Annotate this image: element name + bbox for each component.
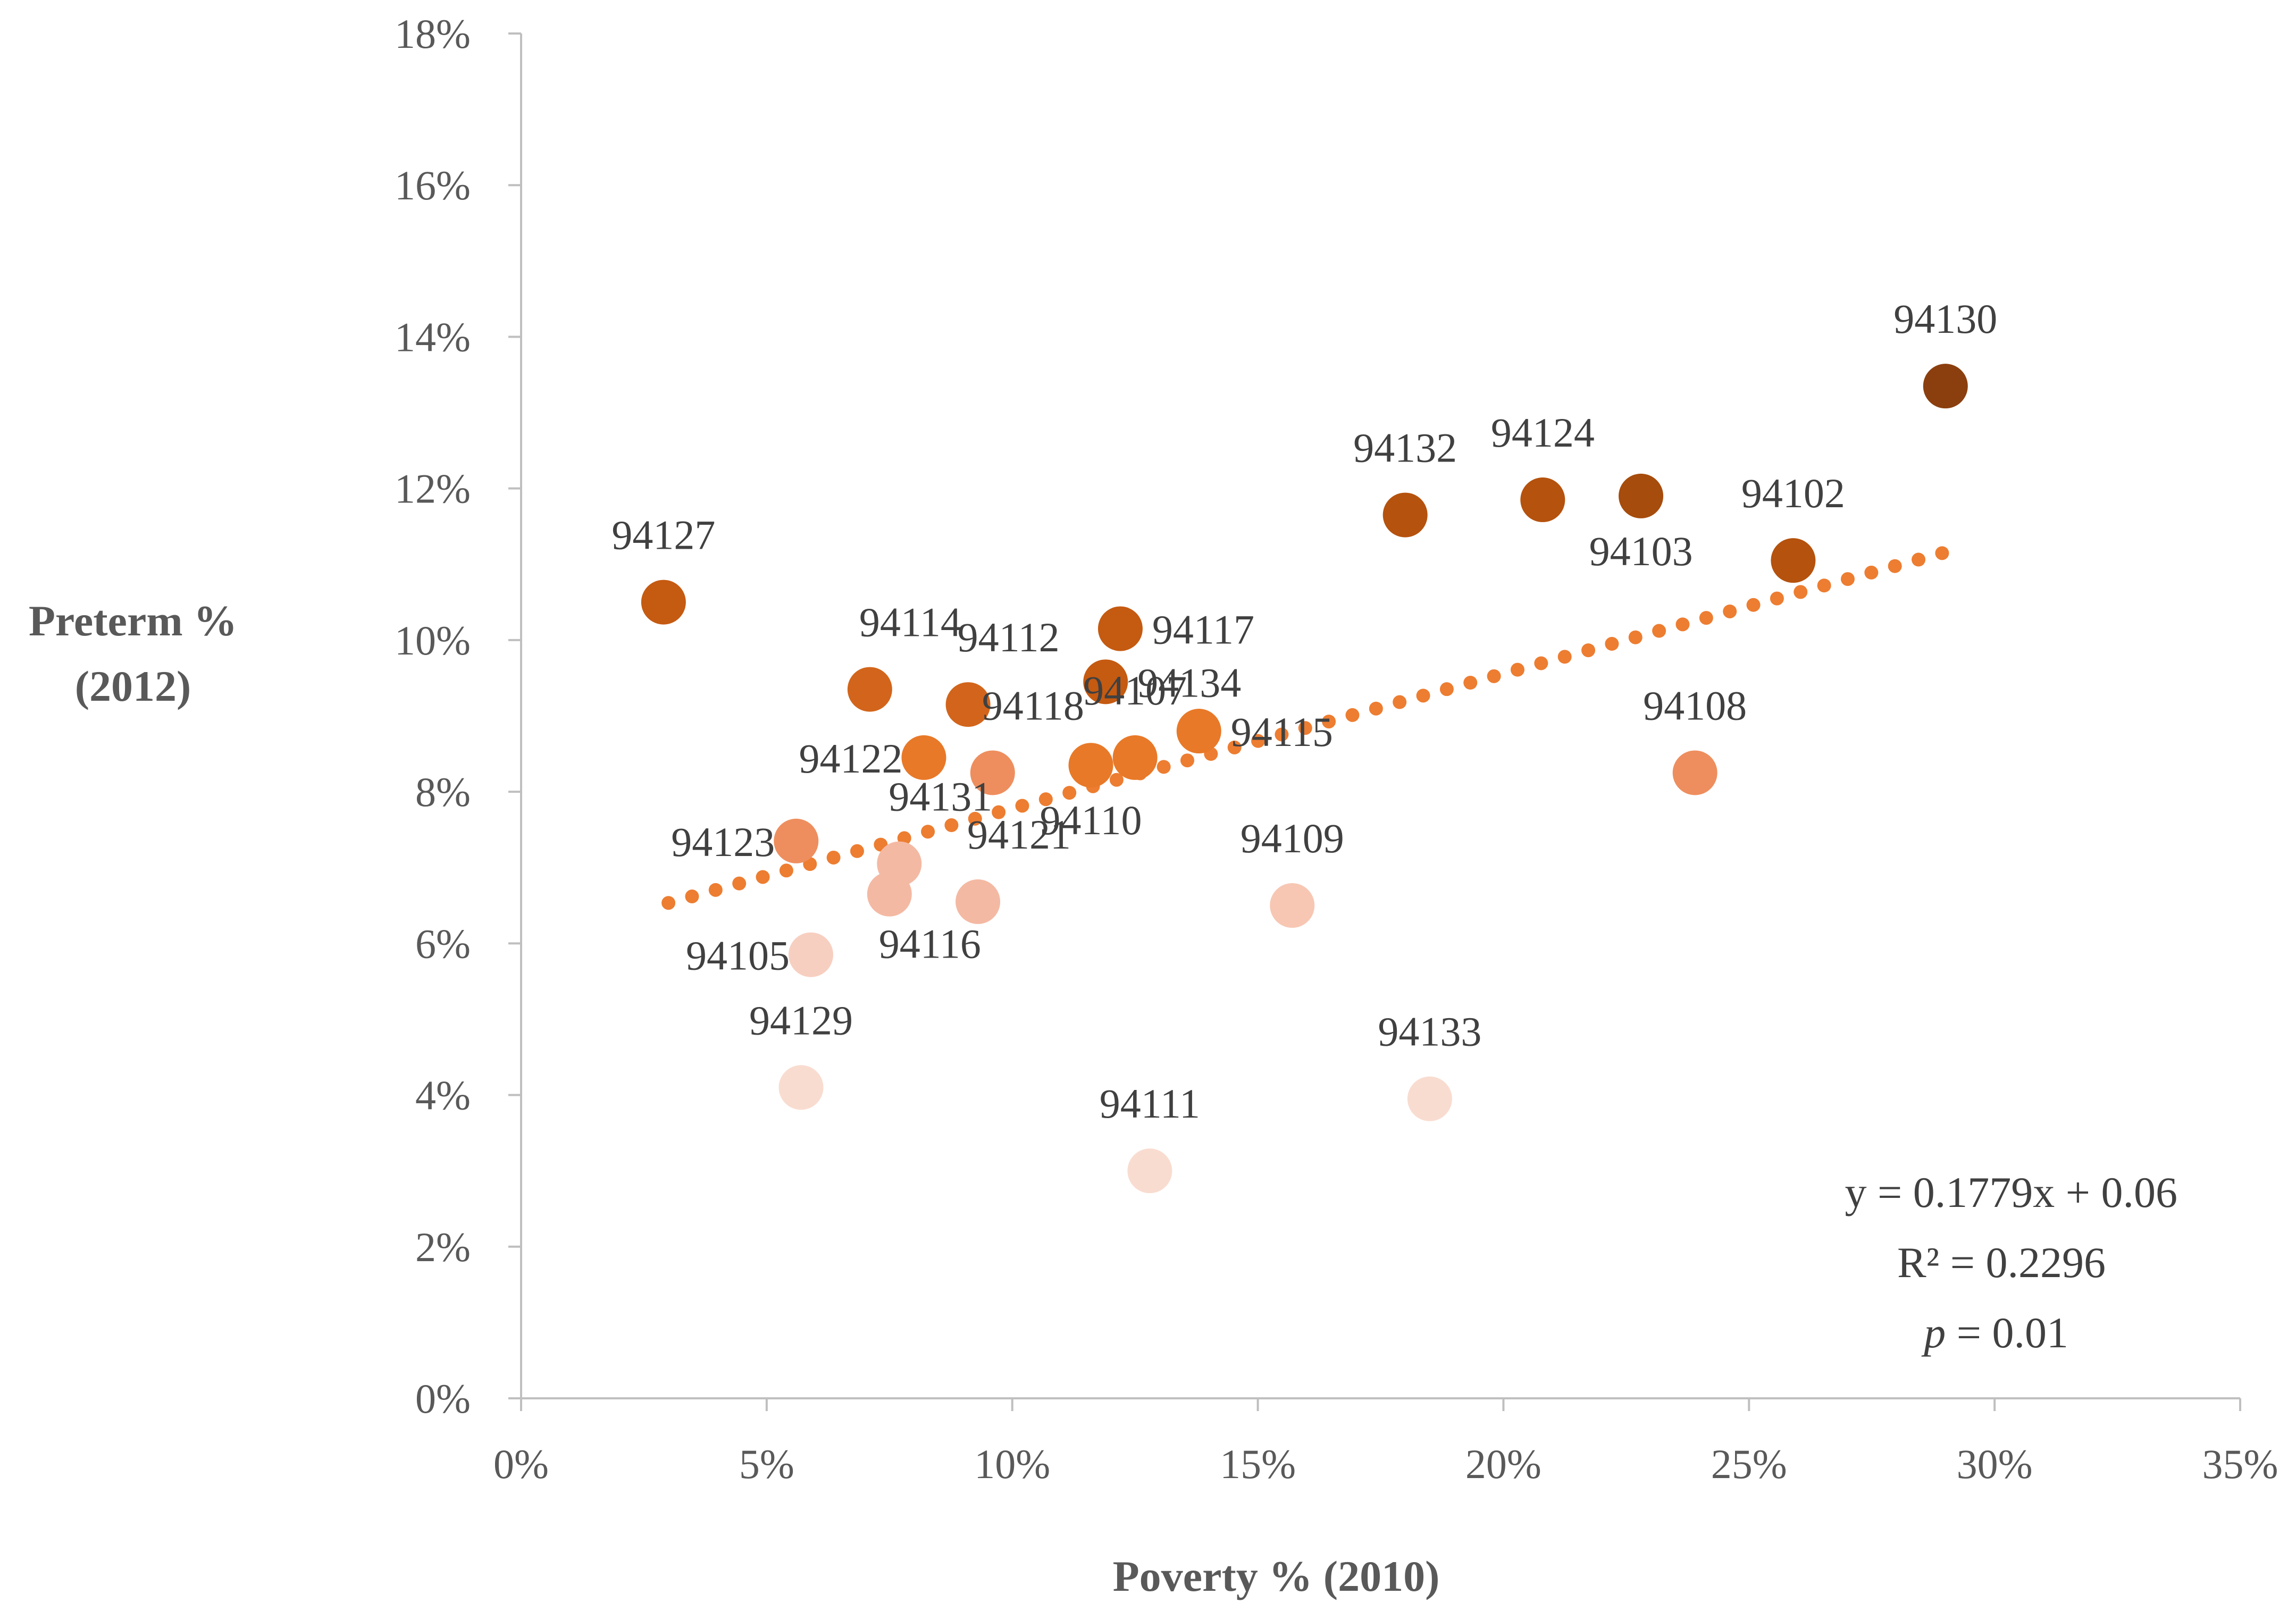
point-label-94116: 94116: [879, 921, 981, 967]
point-label-94108: 94108: [1643, 682, 1747, 728]
point-label-94105: 94105: [686, 933, 790, 979]
p-symbol: p: [1921, 1308, 1946, 1357]
y-tick-label: 14%: [395, 314, 471, 360]
data-point-94115[interactable]: [1176, 709, 1221, 754]
data-point-94114[interactable]: [847, 667, 892, 712]
x-tick-label: 0%: [493, 1441, 549, 1487]
data-point-94122[interactable]: [901, 735, 946, 780]
point-label-94127: 94127: [611, 512, 715, 558]
data-point-94132[interactable]: [1382, 492, 1428, 538]
y-tick-label: 12%: [395, 466, 471, 512]
x-tick-label: 30%: [1957, 1441, 2033, 1487]
point-label-94118: 94118: [982, 682, 1084, 728]
data-point-94121[interactable]: [956, 879, 1001, 924]
data-point-94133[interactable]: [1407, 1076, 1452, 1121]
data-point-94129[interactable]: [778, 1065, 824, 1110]
data-point-94110[interactable]: [1068, 743, 1113, 788]
y-axis-ticks: 0% 2% 4% 6% 8% 10% 12% 14% 16% 18%: [395, 11, 521, 1422]
data-point-94112[interactable]: [945, 682, 991, 727]
point-label-94129: 94129: [749, 997, 853, 1043]
y-tick-label: 2%: [415, 1224, 471, 1270]
point-label-94114: 94114: [859, 599, 961, 645]
point-label-94102: 94102: [1741, 470, 1845, 516]
point-label-94112: 94112: [958, 614, 1060, 660]
data-points: [641, 364, 1968, 1194]
y-tick-label: 18%: [395, 11, 471, 57]
y-axis-title-line1: Preterm %: [29, 597, 237, 645]
x-tick-label: 5%: [739, 1441, 794, 1487]
data-point-94108[interactable]: [1672, 750, 1717, 795]
point-label-94103: 94103: [1589, 528, 1693, 574]
trendline-path: [661, 545, 1953, 910]
data-point-94111[interactable]: [1127, 1148, 1172, 1194]
y-tick-label: 0%: [415, 1375, 471, 1422]
x-tick-label: 35%: [2202, 1441, 2278, 1487]
point-label-94130: 94130: [1893, 296, 1997, 342]
point-label-94132: 94132: [1353, 425, 1457, 471]
data-point-94117[interactable]: [1097, 606, 1143, 651]
y-tick-label: 16%: [395, 162, 471, 208]
point-label-94115: 94115: [1231, 709, 1333, 755]
p-value: = 0.01: [1946, 1308, 2068, 1357]
point-label-94133: 94133: [1378, 1009, 1481, 1055]
data-point-94134[interactable]: [1083, 659, 1128, 704]
point-label-94111: 94111: [1100, 1080, 1200, 1127]
x-tick-label: 20%: [1465, 1441, 1541, 1487]
data-point-94102[interactable]: [1771, 538, 1816, 583]
y-tick-label: 10%: [395, 617, 471, 664]
data-point-94107[interactable]: [1112, 735, 1158, 780]
point-label-94121: 94121: [967, 811, 1071, 858]
data-point-94109[interactable]: [1270, 883, 1315, 928]
point-label-94124: 94124: [1491, 409, 1595, 456]
trend-p-value: p = 0.01: [1921, 1308, 2068, 1357]
point-label-94134: 94134: [1137, 659, 1241, 706]
trend-equation: y = 0.1779x + 0.06: [1845, 1168, 2178, 1216]
point-label-94122: 94122: [799, 735, 902, 782]
x-tick-label: 25%: [1711, 1441, 1787, 1487]
x-axis-title: Poverty % (2010): [1113, 1552, 1440, 1600]
data-point-94105[interactable]: [788, 932, 833, 977]
data-point-94118[interactable]: [970, 750, 1015, 795]
x-tick-label: 10%: [974, 1441, 1050, 1487]
point-label-94123: 94123: [671, 819, 775, 865]
data-point-94116[interactable]: [867, 871, 912, 917]
y-tick-label: 6%: [415, 920, 471, 967]
data-point-94103[interactable]: [1619, 473, 1664, 518]
data-point-94123[interactable]: [774, 818, 819, 863]
data-point-94127[interactable]: [641, 580, 686, 625]
y-tick-label: 8%: [415, 769, 471, 815]
point-label-94107: 94107: [1083, 667, 1187, 714]
x-tick-label: 15%: [1220, 1441, 1296, 1487]
point-label-94131: 94131: [889, 774, 992, 820]
data-point-94124[interactable]: [1520, 477, 1565, 523]
point-label-94109: 94109: [1241, 815, 1344, 861]
trend-r-squared: R² = 0.2296: [1897, 1238, 2106, 1287]
y-axis-title-line2: (2012): [75, 662, 191, 710]
trendline: [661, 545, 1953, 910]
x-axis-ticks: 0% 5% 10% 15% 20% 25% 30% 35%: [493, 1398, 2278, 1487]
point-label-94117: 94117: [1152, 606, 1254, 652]
y-tick-label: 4%: [415, 1072, 471, 1119]
point-label-94110: 94110: [1040, 797, 1142, 843]
data-point-94130[interactable]: [1923, 364, 1968, 409]
